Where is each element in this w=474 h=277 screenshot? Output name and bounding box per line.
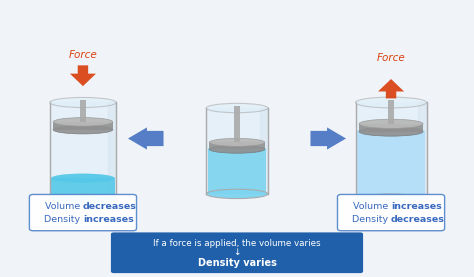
FancyBboxPatch shape (111, 232, 363, 273)
Bar (359, 124, 423, 132)
Bar (80, 100, 86, 122)
Text: decreases: decreases (391, 215, 445, 224)
FancyArrow shape (310, 127, 346, 150)
Ellipse shape (356, 97, 427, 108)
Ellipse shape (50, 194, 116, 204)
Bar (51, 178, 115, 199)
Ellipse shape (359, 119, 423, 129)
Ellipse shape (209, 138, 264, 146)
Ellipse shape (209, 145, 264, 153)
Bar (208, 149, 266, 194)
Ellipse shape (206, 103, 268, 113)
Ellipse shape (51, 174, 115, 183)
Bar (206, 108, 268, 194)
Ellipse shape (357, 127, 425, 137)
Ellipse shape (53, 125, 113, 134)
FancyArrow shape (378, 79, 404, 98)
Ellipse shape (208, 145, 266, 153)
Bar (388, 100, 394, 124)
Text: Density: Density (44, 215, 83, 224)
Bar (53, 122, 113, 130)
Ellipse shape (359, 127, 423, 136)
Text: Force: Force (69, 50, 97, 60)
Bar (50, 102, 116, 199)
Text: increases: increases (391, 202, 442, 211)
Ellipse shape (53, 118, 113, 126)
FancyBboxPatch shape (29, 194, 137, 231)
Ellipse shape (206, 189, 268, 199)
Text: Volume: Volume (45, 202, 83, 211)
Ellipse shape (50, 98, 116, 107)
Text: Density: Density (352, 215, 391, 224)
Text: increases: increases (83, 215, 134, 224)
Ellipse shape (356, 194, 427, 205)
Bar (210, 142, 264, 149)
Text: If a force is applied, the volume varies: If a force is applied, the volume varies (153, 239, 321, 248)
Text: Density varies: Density varies (198, 258, 276, 268)
FancyBboxPatch shape (337, 194, 445, 231)
Text: Force: Force (377, 53, 405, 63)
FancyArrow shape (70, 65, 96, 86)
FancyArrow shape (128, 127, 164, 150)
Bar (356, 102, 427, 199)
Bar (234, 106, 240, 142)
Bar (357, 132, 425, 199)
Text: ↓: ↓ (233, 248, 241, 257)
Text: Volume: Volume (353, 202, 391, 211)
Text: decreases: decreases (83, 202, 137, 211)
